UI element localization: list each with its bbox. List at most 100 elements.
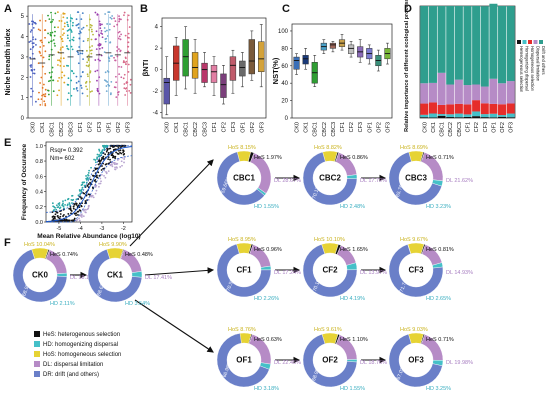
scatter-point (107, 158, 110, 161)
strip-point (61, 46, 64, 48)
donut-center-label: CK1 (107, 271, 124, 280)
strip-point (47, 89, 49, 92)
strip-point (124, 94, 127, 96)
dl-value-label: DL 19.98% (446, 360, 473, 366)
x-tick-label: OF2 (250, 122, 256, 133)
strip-point (62, 28, 64, 31)
panel-d-label: D (404, 3, 412, 15)
hes-value-label: HeS 0.74% (50, 252, 78, 258)
bar-segment (506, 117, 515, 118)
strip-point (109, 23, 111, 26)
transition-arrow (144, 267, 215, 276)
y-tick-label: 2 (21, 75, 25, 81)
scatter-point (101, 156, 103, 159)
x-tick-label: CK0 (165, 122, 171, 133)
scatter-point (90, 194, 93, 197)
scatter-point (106, 148, 109, 151)
strip-point (30, 29, 33, 32)
strip-point (73, 88, 75, 90)
bar-segment (480, 114, 489, 118)
strip-point (63, 25, 66, 28)
x-tick-label: CBC1 (440, 122, 446, 137)
hd-value-label: HD 3.23% (426, 204, 451, 210)
scatter-point (86, 176, 89, 179)
strip-point (108, 84, 111, 87)
strip-point (81, 71, 84, 73)
strip-point (66, 21, 69, 24)
strip-point (123, 83, 126, 85)
strip-point (35, 100, 37, 103)
donut-center-label: OF3 (408, 356, 424, 365)
box (201, 62, 208, 83)
strip-point (77, 23, 80, 25)
strip-point (94, 11, 97, 14)
scatter-point (109, 163, 111, 166)
hd-value-label: HD 3.18% (254, 386, 279, 392)
scatter-point (79, 193, 82, 196)
scatter-point (61, 203, 64, 206)
strip-point (29, 30, 32, 33)
bar-segment (428, 6, 437, 83)
strip-point (52, 79, 54, 82)
scatter-point (120, 160, 123, 163)
scatter-point (82, 209, 85, 212)
strip-point (43, 100, 46, 103)
strip-point (127, 14, 130, 17)
strip-point (75, 24, 78, 27)
bar-segment (489, 113, 498, 118)
strip-point (49, 79, 52, 82)
donut-center-label: CF1 (236, 266, 252, 275)
annotation-rsqr: Rsqr= 0.392 (50, 148, 84, 154)
legend-swatch (533, 40, 538, 44)
scatter-point (70, 210, 73, 212)
strip-point (42, 44, 45, 47)
scatter-point (99, 182, 102, 185)
strip-point (99, 27, 102, 30)
hd-value-label: HD 2.11% (50, 301, 75, 307)
scatter-point (108, 147, 110, 150)
strip-point (125, 63, 127, 66)
y-axis-title: Frequency of Occurance (21, 144, 28, 221)
scatter-point (104, 153, 107, 156)
bar-segment (498, 104, 507, 116)
scatter-point (97, 163, 100, 166)
strip-point (57, 64, 59, 66)
strip-point (68, 39, 71, 42)
strip-point (125, 81, 128, 84)
donut-segment (216, 243, 272, 298)
x-axis-title: Mean Relative Abundance (log10) (37, 233, 140, 240)
strip-point (123, 73, 126, 76)
hd-value-label: HD 2.65% (426, 296, 451, 302)
bar-segment (463, 104, 472, 115)
strip-point (94, 38, 97, 41)
strip-point (81, 92, 84, 95)
strip-point (56, 94, 59, 97)
strip-point (127, 50, 130, 53)
strip-point (44, 29, 46, 32)
scatter-point (87, 205, 90, 207)
strip-point (91, 30, 93, 33)
x-tick-label: -3 (99, 226, 104, 232)
panel-a: 0 1 2 3 4 5 Niche breadth index CK0 CK1 CBC1 CBC2 C… (5, 5, 133, 137)
strip-point (124, 56, 127, 59)
scatter-point (104, 176, 107, 179)
scatter-point (59, 215, 62, 218)
strip-point (39, 19, 41, 22)
bar-segment (454, 117, 463, 118)
bar-segment (472, 5, 481, 85)
scatter-point (55, 208, 58, 211)
scatter-point (109, 158, 111, 161)
box (210, 65, 218, 83)
y-tick-label: 4 (21, 35, 25, 41)
strip-point (114, 59, 116, 62)
x-tick-label: CK1 (174, 122, 180, 133)
bar-segment (437, 6, 446, 73)
scatter-point (114, 155, 117, 158)
y-tick-label: 1.0 (35, 144, 43, 150)
strip-point (56, 11, 59, 14)
scatter-point (54, 213, 57, 216)
bar-segment (420, 6, 429, 84)
hes-value-label: HeS 0.63% (254, 337, 282, 343)
